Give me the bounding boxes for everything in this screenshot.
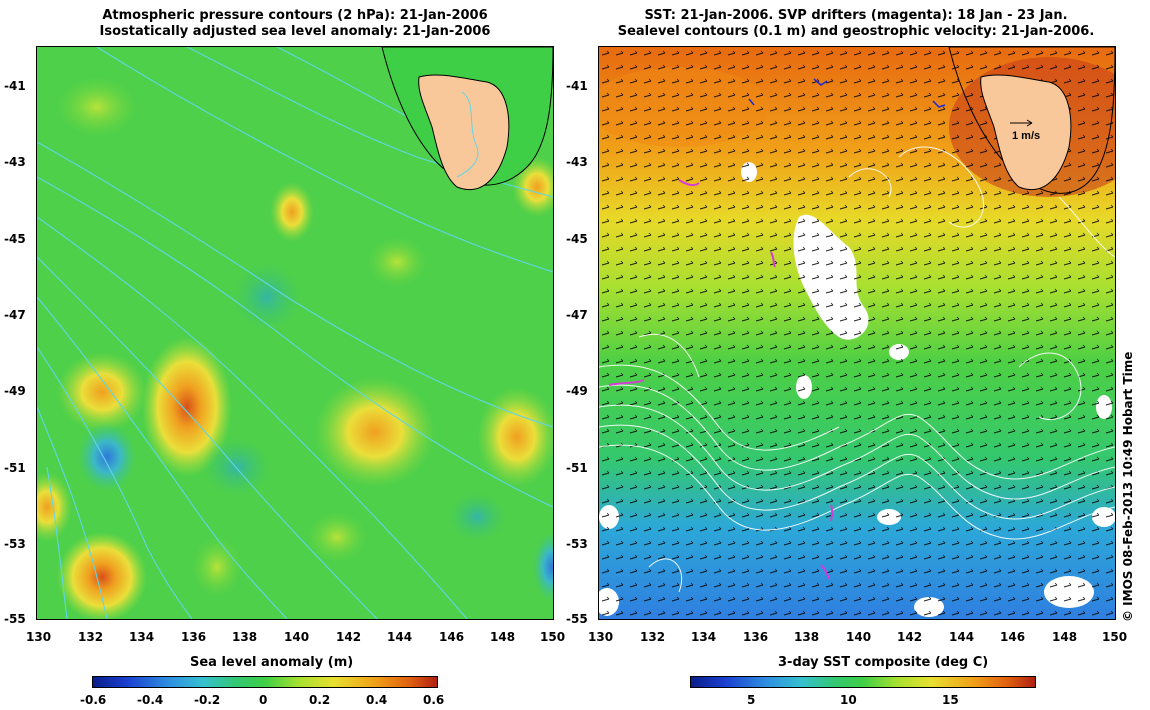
colorbar-tick: 0.6 bbox=[423, 693, 445, 707]
y-tick: -55 bbox=[4, 612, 26, 626]
colorbar-tick: 0.4 bbox=[366, 693, 388, 707]
x-tick: 148 bbox=[490, 630, 516, 644]
left-title-line2: Isostatically adjusted sea level anomaly… bbox=[99, 24, 491, 39]
x-tick: 144 bbox=[387, 630, 413, 644]
sla-colorbar bbox=[92, 676, 438, 688]
x-tick: 130 bbox=[588, 630, 614, 644]
colorbar-tick: 10 bbox=[840, 693, 857, 707]
x-tick: 136 bbox=[181, 630, 207, 644]
scale-arrow-label: 1 m/s bbox=[1012, 130, 1040, 142]
x-tick: 146 bbox=[439, 630, 465, 644]
colorbar-tick: 5 bbox=[747, 693, 756, 707]
y-tick: -41 bbox=[566, 79, 588, 93]
x-tick: 138 bbox=[794, 630, 820, 644]
x-tick: 142 bbox=[897, 630, 923, 644]
y-tick: -49 bbox=[566, 384, 588, 398]
sla-map-graphic bbox=[37, 47, 553, 619]
y-tick: -45 bbox=[4, 232, 26, 246]
colorbar-tick: 15 bbox=[942, 693, 959, 707]
x-tick: 140 bbox=[846, 630, 872, 644]
sst-map: 1 m/s bbox=[598, 46, 1116, 620]
y-tick: -47 bbox=[566, 308, 588, 322]
drifter-markers bbox=[748, 78, 946, 108]
x-tick: 150 bbox=[1102, 630, 1128, 644]
svp-drifter-tracks bbox=[608, 179, 834, 580]
right-title: SST: 21-Jan-2006. SVP drifters (magenta)… bbox=[598, 8, 1114, 40]
right-title-line1: SST: 21-Jan-2006. SVP drifters (magenta)… bbox=[644, 8, 1068, 23]
colorbar-tick: -0.6 bbox=[80, 693, 107, 707]
x-tick: 132 bbox=[78, 630, 104, 644]
left-title: Atmospheric pressure contours (2 hPa): 2… bbox=[36, 8, 554, 40]
left-title-line1: Atmospheric pressure contours (2 hPa): 2… bbox=[102, 8, 488, 23]
y-tick: -53 bbox=[4, 537, 26, 551]
y-tick: -55 bbox=[566, 612, 588, 626]
x-tick: 138 bbox=[232, 630, 258, 644]
sealevel-contours bbox=[599, 146, 1115, 593]
y-tick: -51 bbox=[4, 461, 26, 475]
right-title-line2: Sealevel contours (0.1 m) and geostrophi… bbox=[617, 24, 1095, 39]
y-tick: -49 bbox=[4, 384, 26, 398]
sea-level-anomaly-map bbox=[36, 46, 554, 620]
x-tick: 140 bbox=[284, 630, 310, 644]
y-tick: -43 bbox=[566, 155, 588, 169]
x-tick: 144 bbox=[949, 630, 975, 644]
y-tick: -53 bbox=[566, 537, 588, 551]
x-tick: 150 bbox=[540, 630, 566, 644]
colorbar-tick: 0 bbox=[259, 693, 268, 707]
colorbar-tick: -0.4 bbox=[137, 693, 164, 707]
y-tick: -51 bbox=[566, 461, 588, 475]
imos-credit: © IMOS 08-Feb-2013 10:49 Hobart Time bbox=[1121, 351, 1135, 622]
right-colorbar-label: 3-day SST composite (deg C) bbox=[778, 655, 989, 670]
x-tick: 132 bbox=[640, 630, 666, 644]
y-tick: -41 bbox=[4, 79, 26, 93]
y-tick: -45 bbox=[566, 232, 588, 246]
colorbar-tick: 0.2 bbox=[309, 693, 331, 707]
y-tick: -43 bbox=[4, 155, 26, 169]
x-tick: 136 bbox=[743, 630, 769, 644]
x-tick: 148 bbox=[1052, 630, 1078, 644]
x-tick: 130 bbox=[26, 630, 52, 644]
x-tick: 146 bbox=[1000, 630, 1026, 644]
left-colorbar-label: Sea level anomaly (m) bbox=[190, 655, 354, 670]
y-tick: -47 bbox=[4, 308, 26, 322]
x-tick: 134 bbox=[691, 630, 717, 644]
sst-map-graphic: 1 m/s bbox=[599, 47, 1115, 619]
x-tick: 142 bbox=[336, 630, 362, 644]
colorbar-tick: -0.2 bbox=[194, 693, 221, 707]
sst-colorbar bbox=[690, 676, 1036, 688]
x-tick: 134 bbox=[129, 630, 155, 644]
